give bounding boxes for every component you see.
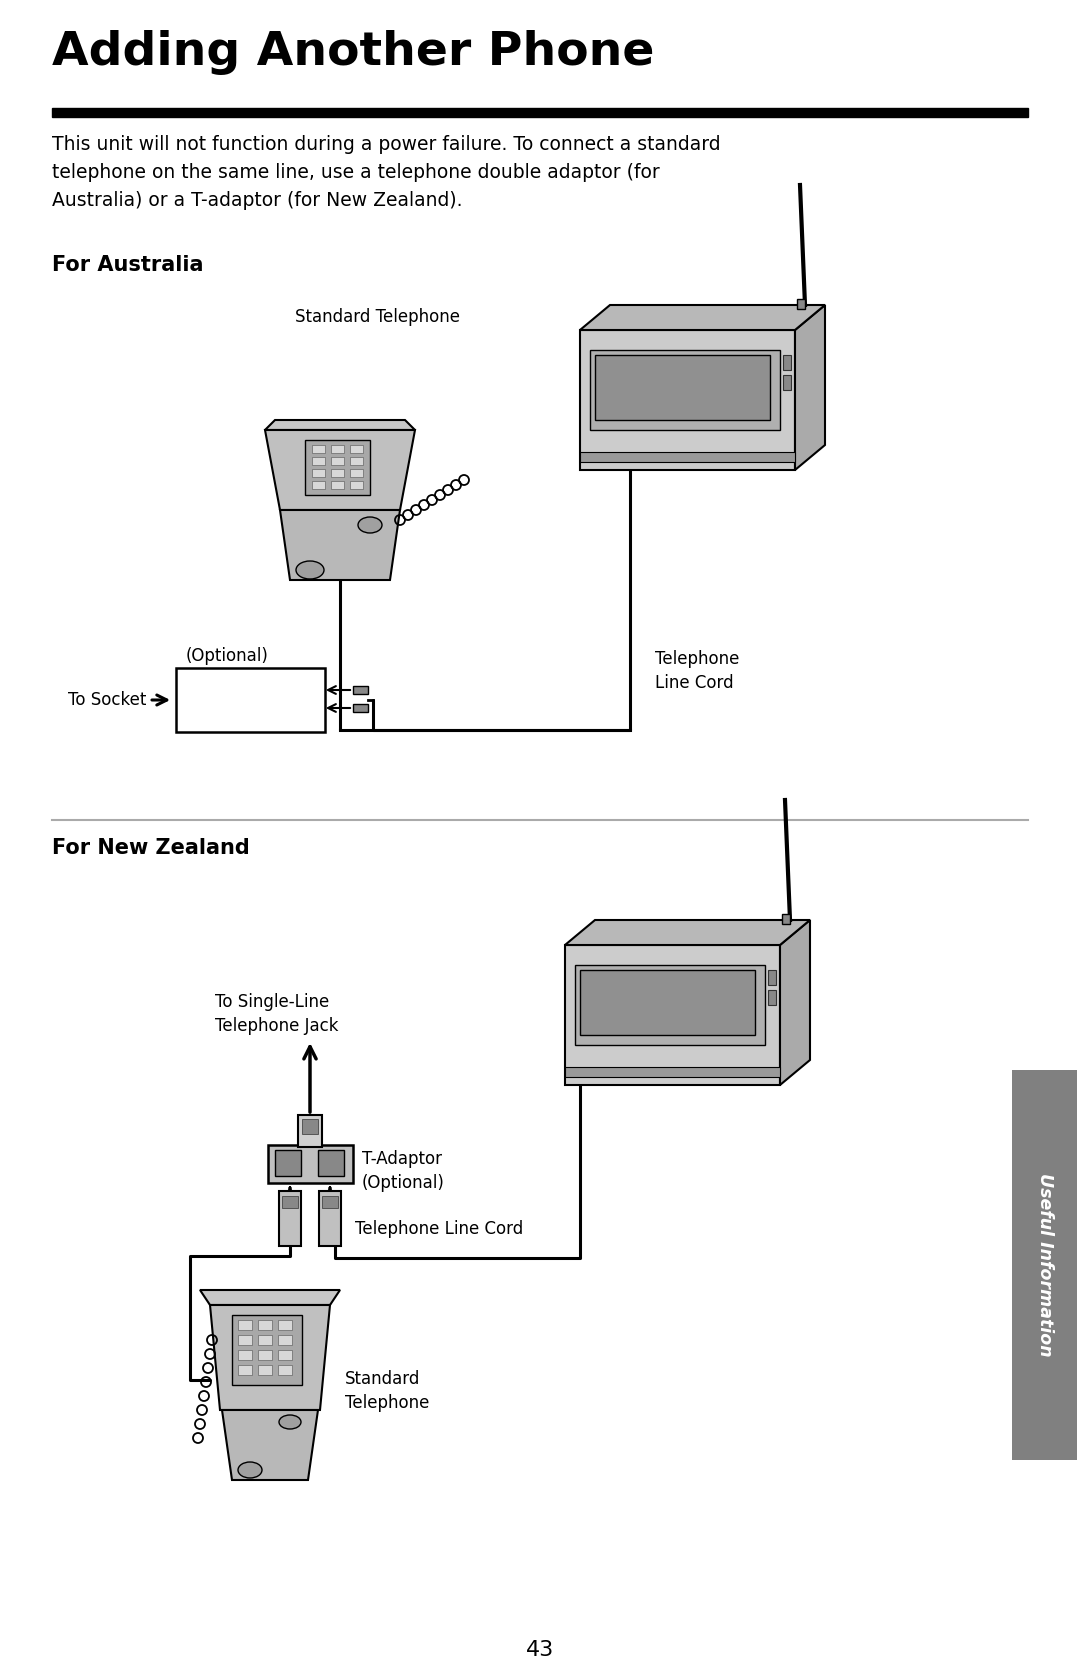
Polygon shape (780, 920, 810, 1085)
Polygon shape (280, 511, 400, 581)
Bar (768, 990, 777, 1005)
Bar (312, 446, 325, 452)
Bar (279, 1192, 301, 1247)
Ellipse shape (296, 561, 324, 579)
Bar (797, 299, 805, 309)
Text: Useful Information: Useful Information (1036, 1173, 1053, 1357)
Text: Telephone Line Cord: Telephone Line Cord (355, 1220, 523, 1238)
Ellipse shape (357, 517, 382, 532)
Bar (278, 1350, 292, 1360)
Bar (302, 1118, 318, 1133)
Text: Adding Another Phone: Adding Another Phone (52, 30, 654, 75)
Polygon shape (222, 1410, 318, 1480)
Bar (238, 1365, 252, 1375)
Text: Standard
Telephone: Standard Telephone (345, 1370, 430, 1412)
Text: To Single-Line
Telephone Jack: To Single-Line Telephone Jack (215, 993, 338, 1035)
Polygon shape (200, 1290, 340, 1305)
Bar (330, 481, 345, 489)
Text: Double Adaptor: Double Adaptor (186, 703, 315, 719)
Bar (330, 457, 345, 466)
Bar (590, 350, 780, 431)
Bar (282, 1197, 298, 1208)
FancyBboxPatch shape (176, 668, 325, 733)
Bar (1012, 1070, 1077, 1460)
Bar (783, 355, 791, 371)
Text: This unit will not function during a power failure. To connect a standard
teleph: This unit will not function during a pow… (52, 135, 720, 210)
Text: Telephone
Line Cord: Telephone Line Cord (654, 649, 740, 693)
Ellipse shape (238, 1462, 262, 1479)
Bar (782, 915, 789, 925)
Bar (238, 1320, 252, 1330)
Bar (783, 376, 791, 391)
Ellipse shape (279, 1415, 301, 1429)
Bar (52, 108, 1028, 117)
Bar (319, 1192, 341, 1247)
Text: T-Adaptor
(Optional): T-Adaptor (Optional) (362, 1150, 445, 1192)
Bar (353, 686, 368, 694)
Bar (350, 457, 363, 466)
Bar (350, 481, 363, 489)
Text: (Optional): (Optional) (186, 648, 269, 664)
Bar (318, 1150, 345, 1177)
Bar (565, 1066, 780, 1077)
Polygon shape (210, 1305, 330, 1410)
Bar (330, 469, 345, 477)
Bar (580, 970, 755, 1035)
Text: For New Zealand: For New Zealand (52, 838, 249, 858)
Bar (595, 355, 770, 421)
Text: To Socket: To Socket (68, 691, 166, 709)
Bar (275, 1150, 301, 1177)
Bar (350, 469, 363, 477)
Bar (278, 1335, 292, 1345)
Polygon shape (265, 431, 415, 511)
Bar (353, 704, 368, 713)
Bar (322, 1197, 338, 1208)
Bar (258, 1365, 272, 1375)
Bar (575, 965, 765, 1045)
Polygon shape (795, 305, 825, 471)
Bar (298, 1115, 322, 1147)
Text: Standard Telephone: Standard Telephone (295, 309, 460, 325)
Bar (312, 469, 325, 477)
Text: Telephone: Telephone (186, 679, 270, 698)
Bar (350, 446, 363, 452)
Bar (258, 1335, 272, 1345)
Text: 43: 43 (526, 1641, 554, 1661)
Bar (238, 1350, 252, 1360)
Bar (278, 1320, 292, 1330)
Polygon shape (565, 945, 780, 1085)
Bar (258, 1350, 272, 1360)
Bar (268, 1145, 353, 1183)
Text: For Australia: For Australia (52, 255, 203, 275)
Polygon shape (580, 330, 795, 471)
Bar (232, 1315, 302, 1385)
Polygon shape (580, 305, 825, 330)
Polygon shape (265, 421, 415, 431)
Bar (312, 457, 325, 466)
Bar (238, 1335, 252, 1345)
Bar (305, 441, 370, 496)
Bar (330, 446, 345, 452)
Bar (580, 452, 795, 462)
Bar (258, 1320, 272, 1330)
Bar (278, 1365, 292, 1375)
Bar (768, 970, 777, 985)
Polygon shape (565, 920, 810, 945)
Bar (312, 481, 325, 489)
